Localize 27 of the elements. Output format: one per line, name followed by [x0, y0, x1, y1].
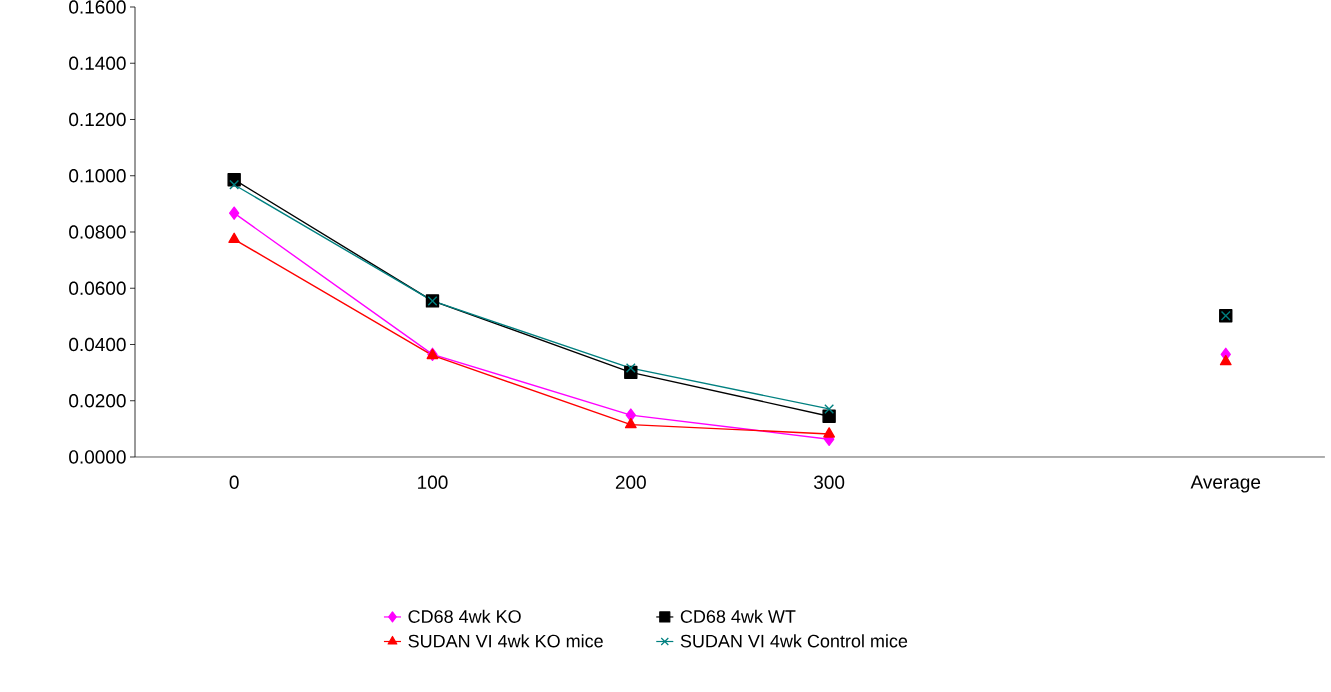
x-tick-label: 300: [813, 475, 845, 489]
legend-label: SUDAN VI 4wk Control mice: [680, 634, 908, 648]
legend-label: CD68 4wk KO: [408, 609, 521, 623]
y-tick-label: 0.0000: [69, 450, 126, 464]
point: [824, 403, 835, 414]
x-tick-label: 0: [229, 475, 239, 489]
x-tick-label: 200: [615, 475, 646, 489]
y-tick-label: 0.1000: [69, 169, 126, 183]
y-tick-label: 0.0200: [69, 394, 126, 408]
point: [822, 409, 836, 423]
point: [624, 417, 637, 429]
point: [1219, 354, 1232, 366]
x-tick-label: 100: [418, 475, 448, 489]
point: [228, 206, 240, 220]
point: [229, 179, 240, 190]
legend-label: CD68 4wk WT: [680, 609, 796, 623]
point: [625, 363, 636, 374]
y-tick-label: 0.1400: [69, 56, 126, 70]
y-tick-label: 0.0600: [69, 281, 126, 295]
y-tick-label: 0.0800: [69, 225, 126, 239]
y-tick-label: 0.1200: [69, 112, 126, 127]
point: [228, 232, 241, 243]
point: [823, 427, 836, 438]
x-tick-label: Average: [1190, 475, 1261, 493]
y-tick-label: 0.0400: [69, 337, 126, 352]
legend-label: SUDAN VI 4wk KO mice: [408, 634, 603, 648]
y-tick-label: 0.1600: [69, 0, 126, 14]
